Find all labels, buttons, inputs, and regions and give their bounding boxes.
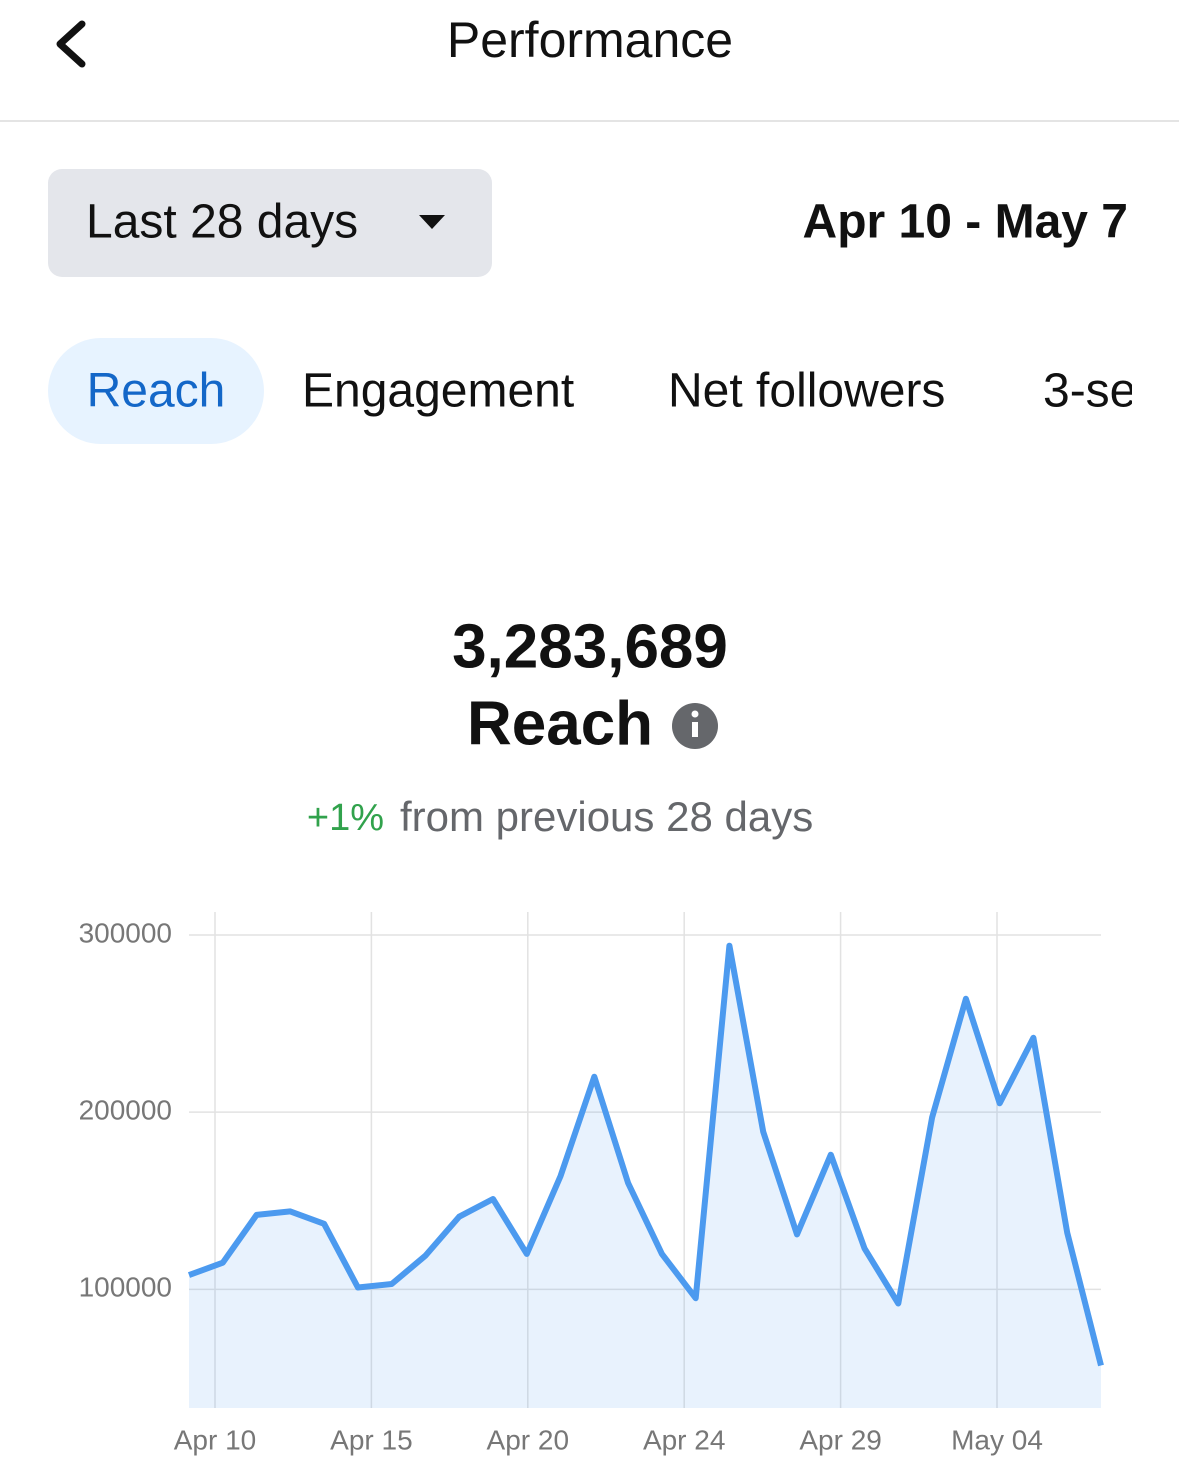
metric-name: Reach: [467, 689, 653, 758]
x-tick-label: Apr 20: [487, 1424, 570, 1455]
chart: Apr 10 Apr 15 Apr 20 Apr 24 Apr 29 May 04 1000…: [79, 912, 1104, 1455]
tabs: Reach Engagement Net followers 3-se: [87, 365, 1136, 418]
tab[interactable]: Reach: [87, 365, 226, 418]
page-title: Performance: [447, 12, 733, 68]
dropdown-caret: [419, 215, 445, 229]
tab-active-bg[interactable]: [48, 338, 264, 444]
tab[interactable]: Engagement: [302, 365, 574, 418]
period-label: Last 28 days: [86, 196, 358, 249]
x-tick-label: May 04: [951, 1424, 1043, 1455]
date-range: Apr 10 - May 7: [803, 196, 1128, 249]
change: +1%: [307, 797, 384, 839]
area: [189, 945, 1101, 1408]
x-tick-label: Apr 15: [330, 1424, 413, 1455]
back-button[interactable]: [56, 20, 86, 68]
x-tick-label: Apr 24: [643, 1424, 726, 1455]
x-tick-label: Apr 10: [174, 1424, 257, 1455]
y-tick-label: 100000: [79, 1272, 172, 1303]
info-icon-bar: [692, 722, 698, 737]
x-tick-label: Apr 29: [799, 1424, 882, 1455]
tab[interactable]: Net followers: [668, 365, 945, 418]
comparison: from previous 28 days: [400, 793, 813, 840]
line: [187, 942, 1104, 1367]
tab[interactable]: 3-se: [1043, 365, 1136, 418]
y-tick-label: 300000: [79, 917, 172, 948]
period-dropdown[interactable]: [48, 169, 492, 277]
y-tick-label: 200000: [79, 1095, 172, 1126]
total-value: 3,283,689: [452, 612, 728, 681]
info-icon-dot: [691, 710, 699, 718]
